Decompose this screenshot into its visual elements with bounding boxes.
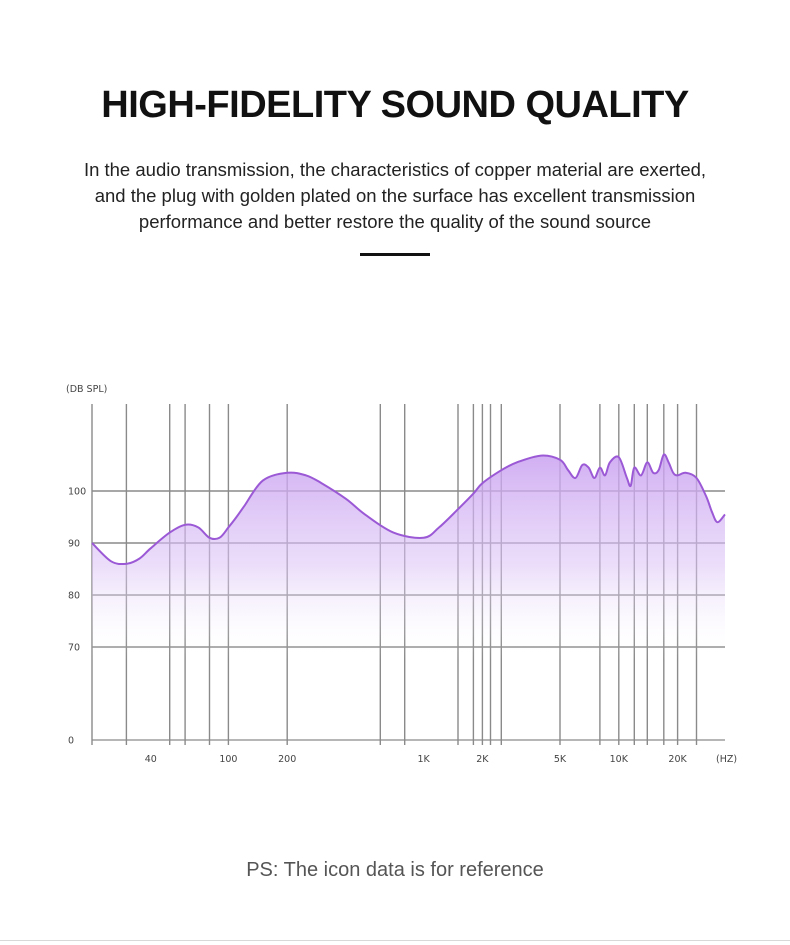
title-divider bbox=[360, 253, 430, 256]
description-line: performance and better restore the quali… bbox=[138, 211, 652, 232]
x-tick-label: 100 bbox=[219, 754, 237, 765]
y-tick-label: 70 bbox=[68, 643, 80, 654]
x-tick-label: 5K bbox=[554, 754, 567, 765]
frequency-response-chart: 0 70 80 90 100 (DB SPL) 40 100 200 1K 2K 5K 10K 20K (H… bbox=[66, 384, 737, 765]
x-tick-label: 200 bbox=[278, 754, 296, 765]
page-title: HIGH-FIDELITY SOUND QUALITY bbox=[101, 84, 689, 126]
y-tick-label: 0 bbox=[68, 736, 74, 747]
x-tick-label: 10K bbox=[610, 754, 629, 765]
x-tick-label: 40 bbox=[145, 754, 157, 765]
bottom-border bbox=[0, 940, 790, 941]
response-line bbox=[91, 453, 726, 566]
reference-note: PS: The icon data is for reference bbox=[246, 859, 544, 881]
y-tick-label: 80 bbox=[68, 591, 80, 602]
y-axis-label: (DB SPL) bbox=[66, 384, 107, 395]
y-tick-label: 100 bbox=[68, 487, 86, 498]
description: In the audio transmission, the character… bbox=[40, 157, 750, 235]
x-tick-label: 20K bbox=[668, 754, 687, 765]
description-line: In the audio transmission, the character… bbox=[83, 159, 707, 180]
x-tick-label: 1K bbox=[417, 754, 430, 765]
x-tick-label: 2K bbox=[476, 754, 489, 765]
response-area bbox=[92, 454, 725, 660]
y-tick-label: 90 bbox=[68, 539, 80, 550]
description-line: and the plug with golden plated on the s… bbox=[94, 185, 696, 206]
x-axis-label: (HZ) bbox=[716, 754, 737, 765]
